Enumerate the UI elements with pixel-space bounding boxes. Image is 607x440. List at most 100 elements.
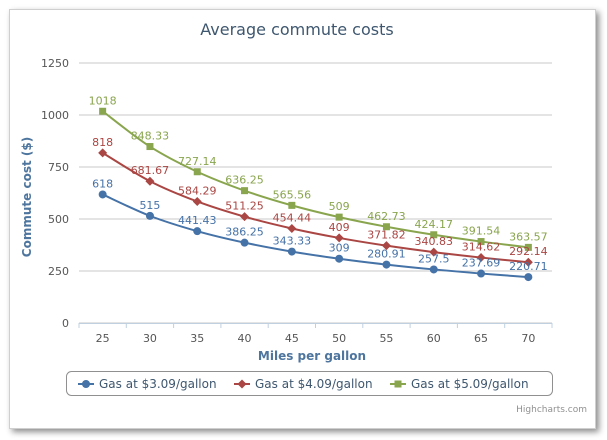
data-point[interactable]	[287, 247, 296, 256]
data-label: 727.14	[178, 155, 217, 168]
data-label: 818	[92, 136, 113, 149]
line-chart: Average commute costs 0 250 500 750 1000 1250…	[20, 20, 587, 415]
data-point[interactable]	[381, 241, 391, 251]
legend-item-3[interactable]: Gas at $5.09/gallon	[390, 377, 529, 391]
data-label: 681.67	[131, 164, 170, 177]
series-line[interactable]	[102, 151, 529, 264]
x-tick-label: 70	[521, 332, 535, 345]
data-point[interactable]	[99, 107, 107, 115]
y-axis-title: Commute cost ($)	[20, 137, 34, 257]
y-tick-label: 750	[48, 161, 69, 174]
data-label: 584.29	[178, 184, 217, 197]
data-point[interactable]	[334, 233, 344, 243]
data-label: 343.33	[273, 235, 312, 248]
data-label: 391.54	[462, 225, 501, 238]
data-label: 371.82	[367, 229, 406, 242]
chart-title: Average commute costs	[200, 20, 393, 39]
legend-marker[interactable]	[82, 380, 90, 388]
legend[interactable]: Gas at $3.09/gallon Gas at $4.09/gallon Ga…	[66, 371, 553, 396]
legend-label: Gas at $5.09/gallon	[411, 377, 529, 391]
data-point[interactable]	[477, 238, 485, 246]
x-tick-label: 65	[474, 332, 488, 345]
data-point[interactable]	[146, 143, 154, 151]
y-tick-label: 250	[48, 265, 69, 278]
data-point[interactable]	[287, 223, 297, 233]
legend-item-1[interactable]: Gas at $3.09/gallon	[78, 377, 217, 391]
y-axis-ticks: 0 250 500 750 1000 1250	[41, 57, 69, 330]
data-point[interactable]	[240, 238, 249, 247]
data-point[interactable]	[240, 212, 250, 222]
x-axis: 25 30 35 40 45 50 55 60 65 70	[78, 323, 553, 345]
x-tick-label: 50	[332, 332, 346, 345]
data-point[interactable]	[335, 254, 344, 263]
data-label: 1018	[89, 94, 117, 107]
x-axis-title: Miles per gallon	[258, 349, 366, 363]
data-label: 441.43	[178, 214, 217, 227]
data-point[interactable]	[241, 187, 249, 195]
series-line[interactable]	[102, 193, 529, 279]
series-1	[98, 190, 533, 282]
legend-marker[interactable]	[237, 379, 247, 389]
legend-label: Gas at $4.09/gallon	[255, 377, 373, 391]
data-label: 363.57	[509, 230, 548, 243]
data-label: 292.14	[509, 245, 548, 258]
x-tick-label: 40	[238, 332, 252, 345]
legend-box	[66, 371, 553, 396]
data-label: 409	[329, 221, 350, 234]
series-2	[98, 148, 533, 267]
data-label: 386.25	[225, 226, 264, 239]
data-point[interactable]	[524, 273, 533, 282]
data-label: 509	[329, 200, 350, 213]
data-label: 309	[329, 242, 350, 255]
data-point[interactable]	[429, 247, 439, 257]
gridlines	[79, 62, 552, 324]
data-label: 462.73	[367, 210, 406, 223]
data-label: 314.62	[462, 241, 501, 254]
x-tick-label: 35	[190, 332, 204, 345]
data-point[interactable]	[429, 265, 438, 274]
data-point[interactable]	[524, 243, 532, 251]
x-tick-label: 55	[379, 332, 393, 345]
x-tick-label: 25	[96, 332, 110, 345]
data-point[interactable]	[193, 227, 202, 236]
data-point[interactable]	[288, 201, 296, 209]
x-tick-label: 45	[285, 332, 299, 345]
y-tick-label: 500	[48, 213, 69, 226]
data-label: 340.83	[415, 235, 454, 248]
legend-label: Gas at $3.09/gallon	[99, 377, 217, 391]
credits-link[interactable]: Highcharts.com	[516, 405, 587, 415]
series-line[interactable]	[102, 110, 529, 249]
data-point[interactable]	[145, 211, 154, 220]
data-label: 237.69	[462, 257, 501, 270]
data-point[interactable]	[193, 168, 201, 176]
legend-item-2[interactable]: Gas at $4.09/gallon	[234, 377, 373, 391]
data-label: 454.44	[273, 211, 312, 224]
x-tick-label: 60	[427, 332, 441, 345]
data-label: 515	[139, 199, 160, 212]
data-label: 424.17	[415, 218, 454, 231]
data-label: 280.91	[367, 248, 406, 261]
y-tick-label: 1250	[41, 57, 69, 70]
data-point[interactable]	[523, 257, 533, 267]
chart-container: Average commute costs 0 250 500 750 1000 1250…	[9, 9, 596, 429]
data-point[interactable]	[476, 253, 486, 263]
legend-marker[interactable]	[394, 380, 402, 388]
data-point[interactable]	[335, 213, 343, 221]
series-3	[99, 107, 532, 251]
data-point[interactable]	[382, 223, 390, 231]
data-point[interactable]	[145, 176, 155, 186]
data-label: 257.5	[418, 252, 450, 265]
data-label: 848.33	[131, 130, 170, 143]
data-point[interactable]	[430, 231, 438, 239]
data-point[interactable]	[98, 148, 108, 158]
data-label: 565.56	[273, 188, 312, 201]
data-label: 636.25	[225, 174, 264, 187]
series-group	[98, 107, 533, 282]
data-label: 618	[92, 177, 113, 190]
y-tick-label: 1000	[41, 109, 69, 122]
data-point[interactable]	[382, 260, 391, 269]
data-point[interactable]	[192, 196, 202, 206]
data-labels: 618 515 441.43 386.25 343.33 309 280.91 257.5 23…	[89, 94, 548, 273]
data-point[interactable]	[98, 190, 107, 199]
data-point[interactable]	[477, 269, 486, 278]
